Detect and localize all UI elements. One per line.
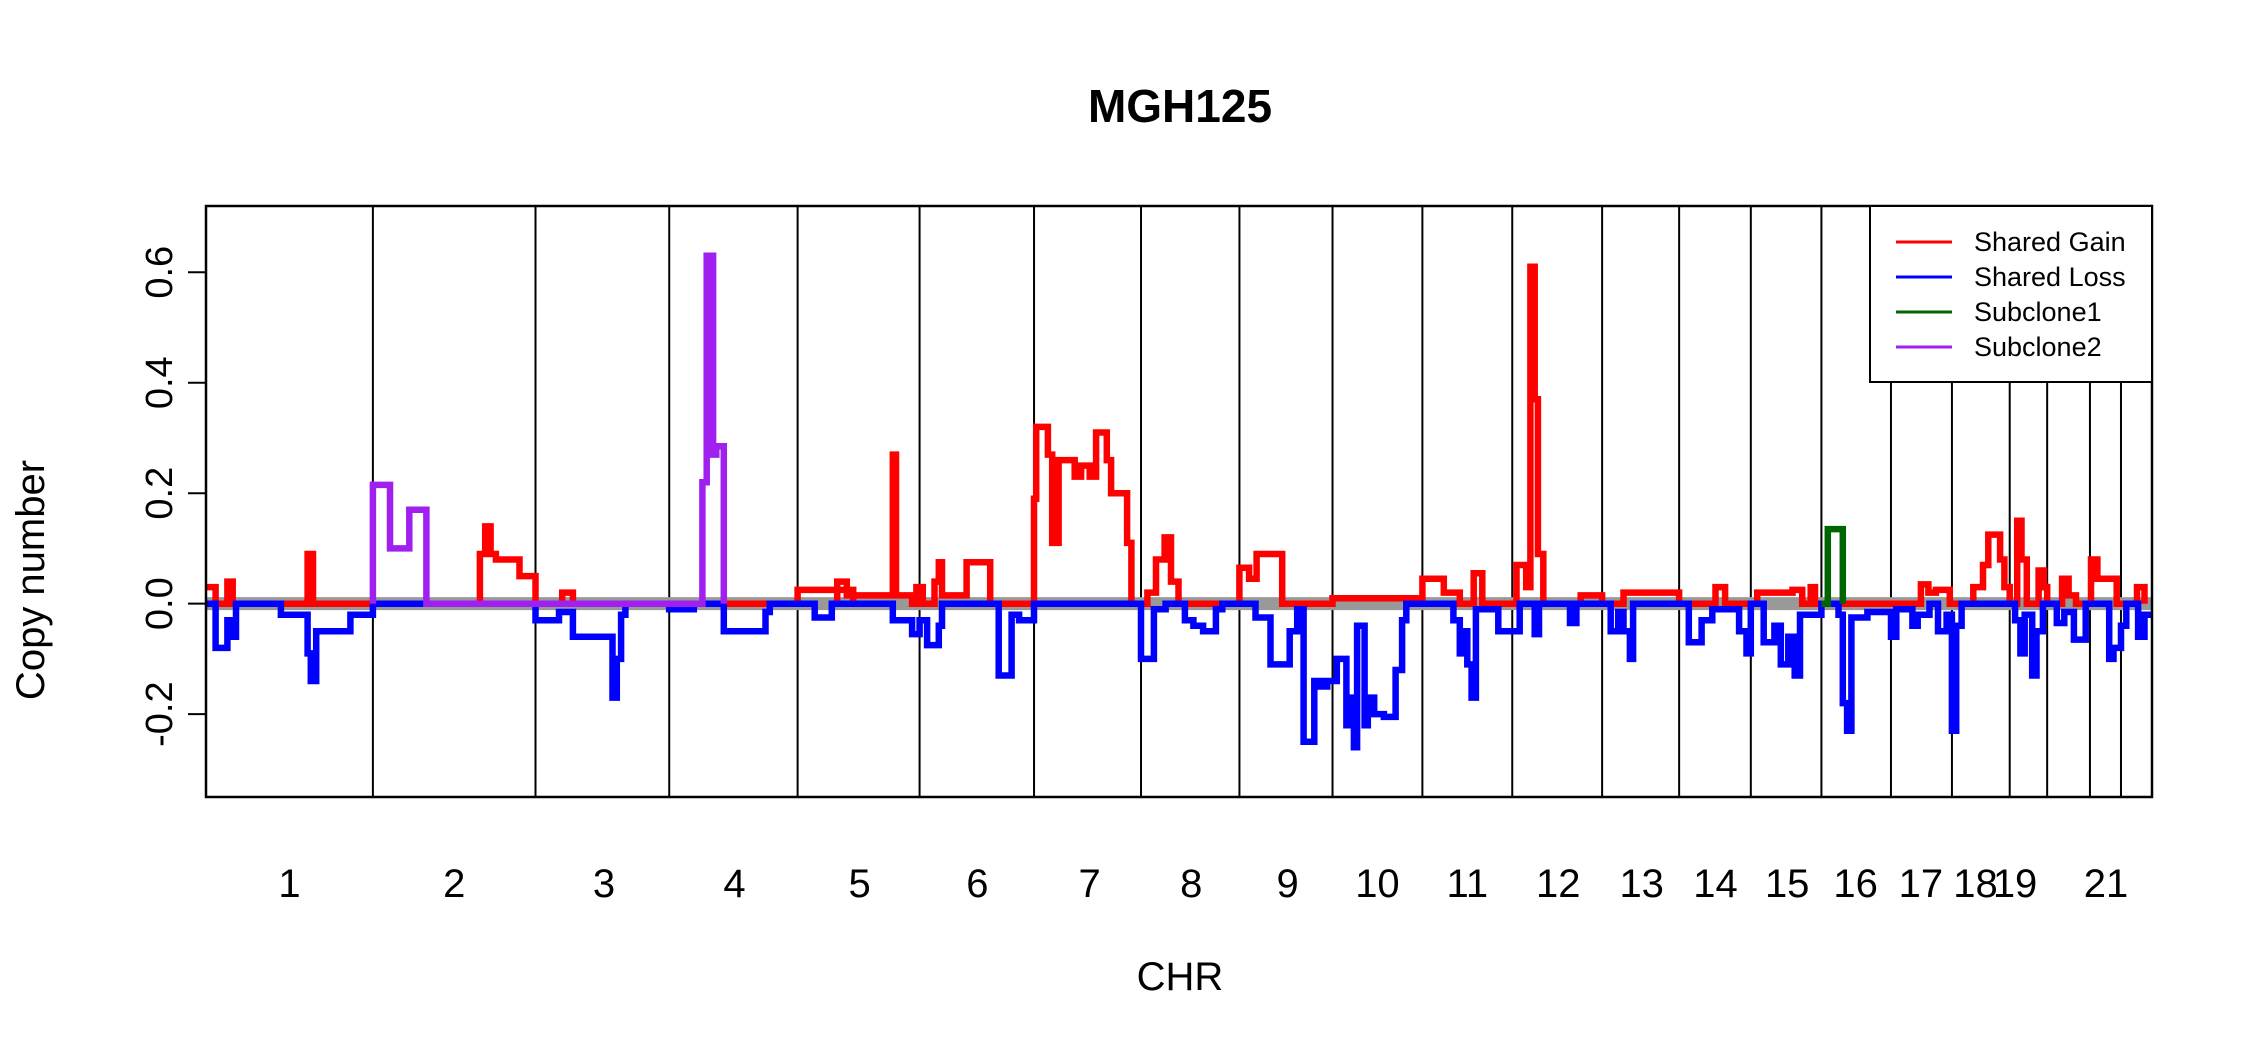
series-line-shared-gain (206, 263, 2148, 607)
chromosome-label: 17 (1899, 862, 1944, 906)
chromosome-label: 9 (1276, 862, 1298, 906)
chromosome-label: 4 (723, 862, 745, 906)
legend: Shared Gain Shared Loss Subclone1 Subclone2 (1869, 205, 2153, 383)
y-tick-label: 0.2 (139, 467, 181, 520)
chromosome-label: 14 (1693, 862, 1738, 906)
chromosome-label: 12 (1536, 862, 1581, 906)
series-line-subclone2 (369, 252, 728, 607)
y-tick-label: 0.4 (139, 356, 181, 409)
chromosome-label: 2 (443, 862, 465, 906)
chromosome-label: 18 (1953, 862, 1998, 906)
chromosome-label: 15 (1765, 862, 1810, 906)
y-tick-label: 0.0 (139, 577, 181, 630)
chromosome-label: 10 (1355, 862, 1400, 906)
chromosome-label: 1 (278, 862, 300, 906)
series-line-shared-loss (206, 600, 2152, 751)
legend-entry: Shared Gain (1974, 227, 2126, 257)
chromosome-label: 6 (966, 862, 988, 906)
chromosome-label: 3 (593, 862, 615, 906)
y-tick-label: -0.2 (139, 681, 181, 746)
series-line-subclone1 (1821, 525, 1847, 607)
chromosome-label: 11 (1447, 862, 1489, 906)
chromosome-label: 13 (1619, 862, 1664, 906)
chromosome-label: 5 (849, 862, 871, 906)
chromosome-label: 8 (1180, 862, 1202, 906)
legend-entry: Subclone1 (1974, 297, 2102, 327)
legend-box (1869, 205, 2153, 383)
legend-entry: Shared Loss (1974, 262, 2126, 292)
plot-frame (204, 204, 2154, 799)
y-tick-label: 0.6 (139, 246, 181, 299)
chromosome-label: 21 (2084, 862, 2129, 906)
legend-entry: Subclone2 (1974, 332, 2102, 362)
chromosome-label: 7 (1079, 862, 1101, 906)
x-axis-label: CHR (1137, 955, 1224, 999)
chromosome-label: 19 (1993, 862, 2038, 906)
plot-area: -0.20.00.20.40.61 2 3 4 5 6 7 8 9 10 11 12 13 14 15 16 1… (139, 204, 2154, 906)
chart-title: MGH125 (1088, 80, 1272, 132)
chromosome-label: 16 (1833, 862, 1878, 906)
y-axis-label: Copy number (9, 460, 53, 700)
